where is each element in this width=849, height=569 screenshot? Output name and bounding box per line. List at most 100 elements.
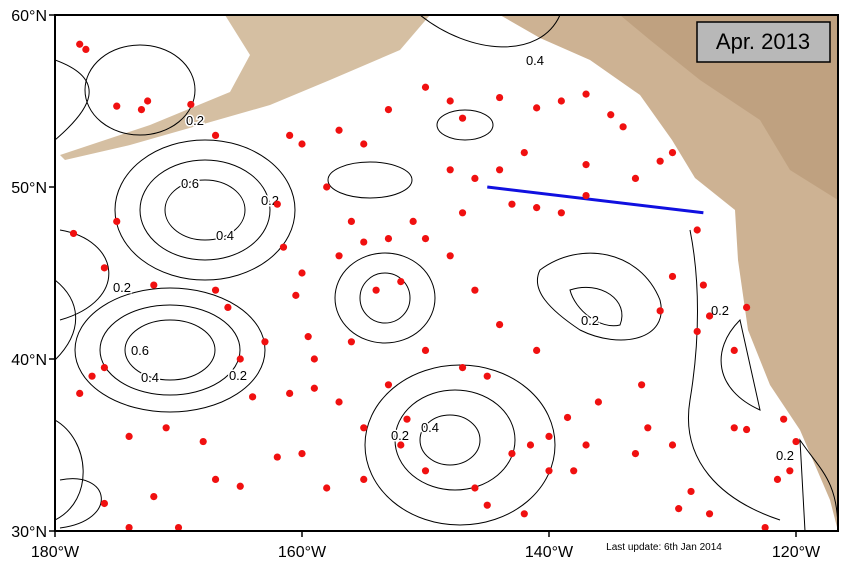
float bbox=[761, 523, 769, 531]
float bbox=[298, 450, 306, 458]
float bbox=[743, 425, 751, 434]
float bbox=[780, 415, 788, 423]
float bbox=[249, 393, 257, 401]
contour-label: 0.2 bbox=[776, 448, 794, 463]
contour bbox=[334, 252, 436, 344]
float bbox=[273, 453, 281, 461]
float bbox=[421, 467, 430, 475]
float bbox=[162, 424, 170, 432]
contour bbox=[327, 161, 413, 199]
float bbox=[526, 441, 535, 449]
lat-tick-label: 50°N bbox=[11, 180, 47, 197]
float bbox=[397, 278, 405, 286]
float bbox=[533, 104, 541, 112]
contour bbox=[99, 304, 241, 396]
contour-label: 0.4 bbox=[216, 228, 234, 243]
float bbox=[705, 312, 714, 320]
contour-label: 0.2 bbox=[186, 113, 204, 128]
float bbox=[174, 523, 183, 531]
float bbox=[323, 484, 331, 492]
float bbox=[88, 372, 96, 380]
float bbox=[631, 450, 640, 458]
float bbox=[347, 217, 355, 225]
float bbox=[360, 424, 368, 432]
float bbox=[656, 157, 664, 165]
float bbox=[557, 209, 565, 217]
float bbox=[675, 505, 683, 513]
contour-hatched bbox=[55, 279, 77, 361]
lat-tick-label: 30°N bbox=[11, 524, 47, 541]
float bbox=[705, 510, 714, 518]
footer: Last update: 6th Jan 2014 bbox=[606, 542, 722, 553]
float bbox=[631, 174, 640, 182]
contour bbox=[59, 229, 110, 321]
float bbox=[471, 174, 479, 182]
float bbox=[619, 123, 627, 131]
contour bbox=[139, 159, 271, 261]
dynamic-layer: 0.40.20.60.20.40.20.60.4 0.20.20.40.20.20… bbox=[69, 40, 800, 531]
contour-hatched bbox=[55, 59, 90, 141]
float bbox=[638, 381, 646, 389]
float bbox=[644, 424, 652, 432]
contours bbox=[55, 15, 838, 531]
contour-hatched bbox=[55, 419, 84, 521]
lon-tick-label: 160°W bbox=[278, 544, 327, 561]
float bbox=[471, 484, 479, 492]
float bbox=[150, 493, 158, 501]
title: Apr. 2013 bbox=[716, 29, 810, 54]
float bbox=[458, 364, 467, 372]
float bbox=[421, 235, 430, 243]
contour bbox=[688, 229, 781, 521]
float bbox=[409, 217, 417, 225]
frame bbox=[54, 14, 839, 532]
float bbox=[323, 183, 331, 191]
title-box bbox=[696, 21, 831, 63]
contour-label: 0.2 bbox=[229, 368, 247, 383]
float bbox=[199, 437, 207, 446]
float bbox=[403, 415, 411, 423]
float bbox=[557, 97, 565, 105]
float bbox=[347, 338, 355, 346]
float bbox=[69, 229, 78, 238]
float bbox=[483, 501, 491, 509]
float bbox=[582, 192, 590, 200]
float bbox=[446, 166, 454, 174]
contour-hatched bbox=[164, 179, 246, 241]
float bbox=[310, 355, 318, 363]
float bbox=[304, 333, 312, 341]
float bbox=[224, 303, 232, 311]
float bbox=[292, 291, 300, 299]
contour bbox=[569, 286, 623, 327]
lat-tick-label: 60°N bbox=[11, 8, 47, 25]
float bbox=[211, 131, 220, 139]
float bbox=[100, 364, 108, 372]
float bbox=[286, 389, 294, 397]
contour-hatched bbox=[124, 319, 216, 381]
float bbox=[582, 161, 590, 169]
float bbox=[372, 286, 380, 294]
float bbox=[582, 90, 590, 98]
float bbox=[668, 441, 677, 449]
float bbox=[730, 346, 738, 354]
contour-label: 0.2 bbox=[391, 428, 409, 443]
float bbox=[261, 338, 269, 346]
float bbox=[125, 432, 133, 440]
float bbox=[730, 424, 738, 432]
float bbox=[144, 97, 152, 105]
float bbox=[594, 398, 603, 406]
contour-label: 0.6 bbox=[131, 343, 149, 358]
float bbox=[82, 45, 90, 54]
float bbox=[446, 252, 454, 260]
float bbox=[113, 217, 121, 225]
float bbox=[520, 510, 528, 518]
float bbox=[421, 83, 430, 91]
float bbox=[211, 286, 220, 294]
contour bbox=[419, 414, 481, 466]
float bbox=[236, 482, 244, 490]
float bbox=[335, 252, 343, 260]
contour bbox=[59, 478, 102, 529]
float bbox=[570, 467, 578, 475]
float bbox=[545, 432, 553, 440]
float bbox=[446, 97, 454, 105]
contour-label: 0.4 bbox=[141, 370, 159, 385]
